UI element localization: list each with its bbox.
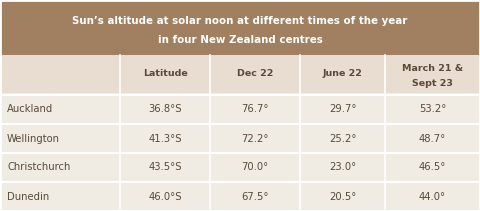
Bar: [0, 95, 480, 124]
Text: 25.2°: 25.2°: [329, 134, 356, 143]
Text: Sun’s altitude at solar noon at different times of the year: Sun’s altitude at solar noon at differen…: [72, 16, 408, 26]
Text: 67.5°: 67.5°: [241, 192, 269, 202]
Text: 23.0°: 23.0°: [329, 162, 356, 173]
Text: Christchurch: Christchurch: [7, 162, 71, 173]
Text: Sept 23: Sept 23: [412, 79, 453, 88]
Bar: [0, 124, 480, 153]
Text: in four New Zealand centres: in four New Zealand centres: [157, 35, 323, 45]
Text: 44.0°: 44.0°: [419, 192, 446, 202]
Text: 46.0°S: 46.0°S: [148, 192, 182, 202]
Text: June 22: June 22: [323, 69, 362, 78]
Text: 43.5°S: 43.5°S: [148, 162, 182, 173]
Text: 76.7°: 76.7°: [241, 104, 269, 115]
Bar: [0, 0, 480, 55]
Text: 70.0°: 70.0°: [241, 162, 269, 173]
Bar: [0, 153, 480, 182]
Text: Latitude: Latitude: [143, 69, 187, 78]
Text: Dec 22: Dec 22: [237, 69, 273, 78]
Text: 48.7°: 48.7°: [419, 134, 446, 143]
Text: 20.5°: 20.5°: [329, 192, 356, 202]
Bar: [0, 55, 480, 93]
Text: 53.2°: 53.2°: [419, 104, 446, 115]
Text: 72.2°: 72.2°: [241, 134, 269, 143]
Text: 29.7°: 29.7°: [329, 104, 356, 115]
Text: 36.8°S: 36.8°S: [148, 104, 182, 115]
Text: Dunedin: Dunedin: [7, 192, 49, 202]
Text: Auckland: Auckland: [7, 104, 53, 115]
Text: 46.5°: 46.5°: [419, 162, 446, 173]
Text: Wellington: Wellington: [7, 134, 60, 143]
Text: March 21 &: March 21 &: [402, 64, 463, 73]
Bar: [0, 182, 480, 211]
Text: 41.3°S: 41.3°S: [148, 134, 182, 143]
